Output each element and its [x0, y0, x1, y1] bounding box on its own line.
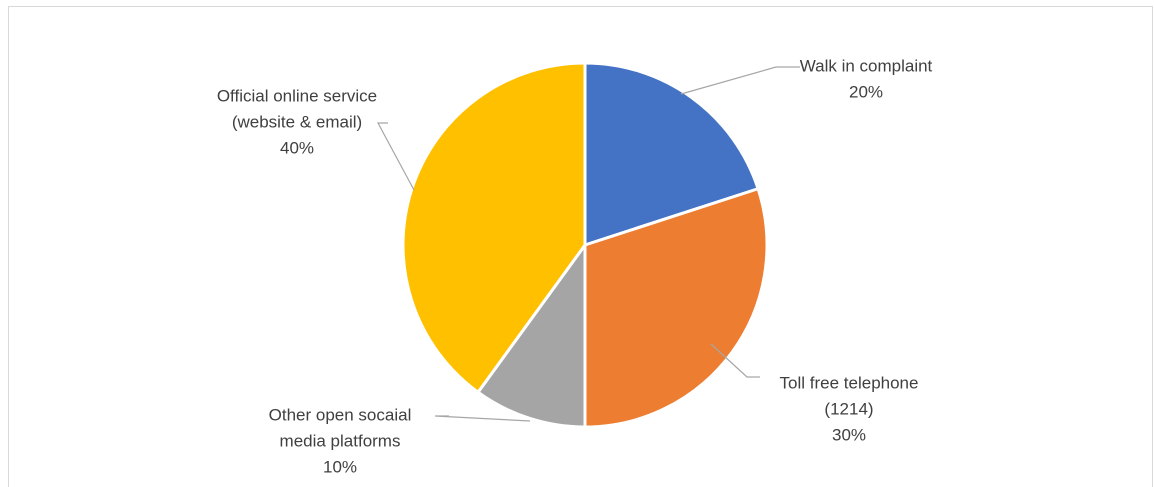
chart-area: [8, 6, 1153, 487]
data-label-text-other-open-socaial-media-platforms: media platforms: [280, 431, 401, 450]
data-label-text-walk-in-complaint: Walk in complaint: [800, 56, 933, 75]
leader-line-official-online-service-website-email: [376, 122, 415, 191]
pie-slice-toll-free-telephone-1214: [583, 187, 769, 429]
pie-slice-walk-in-complaint: [583, 61, 760, 247]
data-label-text-official-online-service-website-email: (website & email): [232, 112, 362, 131]
data-label-text-official-online-service-website-email: Official online service: [217, 86, 377, 105]
leader-line-walk-in-complaint: [680, 66, 800, 95]
pie-slice-official-online-service-website-email: [401, 61, 587, 394]
leader-line-toll-free-telephone-1214: [710, 343, 760, 378]
data-label-text-toll-free-telephone-1214: Toll free telephone: [780, 373, 919, 392]
data-label-text-toll-free-telephone-1214: (1214): [824, 399, 873, 418]
data-label-percent-toll-free-telephone-1214: 30%: [832, 425, 866, 444]
data-label-text-other-open-socaial-media-platforms: Other open socaial: [269, 405, 412, 424]
pie-slices: [401, 61, 769, 429]
leader-line-other-open-socaial-media-platforms: [434, 415, 531, 422]
pie-slice-other-open-socaial-media-platforms: [476, 243, 587, 429]
data-label-percent-other-open-socaial-media-platforms: 10%: [323, 457, 357, 476]
leader-lines: [376, 66, 800, 422]
data-label-percent-official-online-service-website-email: 40%: [280, 138, 314, 157]
data-labels: Walk in complaint 20% Toll free telephone (…: [217, 56, 933, 476]
data-label-percent-walk-in-complaint: 20%: [849, 82, 883, 101]
